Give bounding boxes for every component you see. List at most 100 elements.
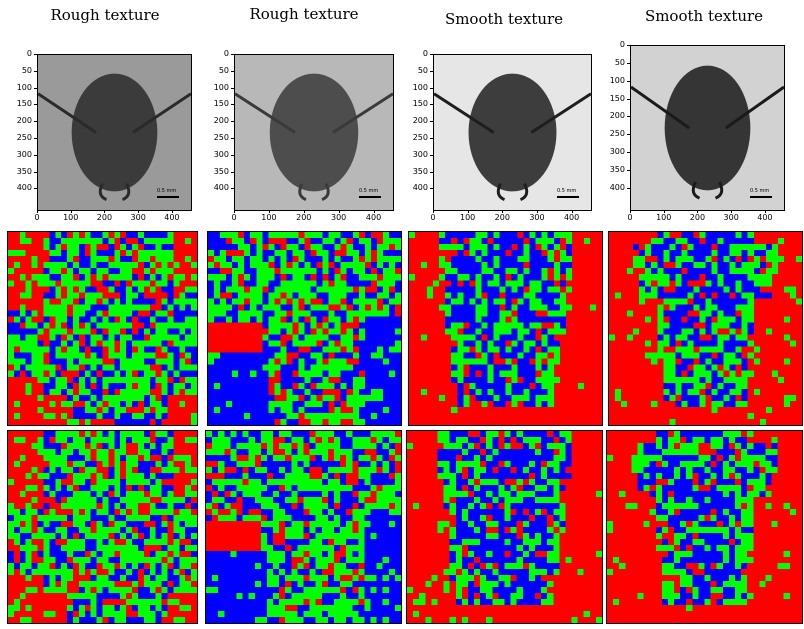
texture-cell [84,449,92,456]
texture-cell [595,340,602,348]
texture-cell [132,515,139,522]
texture-cell [191,412,197,420]
texture-cell [108,364,115,372]
texture-cell [55,509,62,516]
texture-cell [126,394,133,402]
texture-cell [185,370,192,378]
texture-cell [49,497,56,504]
texture-cell [268,388,275,396]
texture-cell [481,400,489,408]
texture-cell [741,388,749,396]
texture-cell [334,376,342,384]
texture-cell [25,286,33,293]
texture-cell [208,238,215,245]
texture-cell [328,382,336,390]
texture-cell [621,250,628,257]
texture-cell [535,274,543,281]
texture-cell [451,274,458,281]
texture-cell [167,515,174,522]
texture-cell [376,238,384,245]
texture-cell [161,292,169,299]
texture-cell [427,382,434,390]
texture-cell [475,346,482,354]
texture-cell [55,394,62,402]
texture-cell [132,346,139,354]
texture-cell [409,310,416,318]
texture-cell [90,298,98,305]
texture-cell [535,310,543,318]
texture-cell [61,406,68,414]
texture-cell [723,280,731,287]
y-tick-mark [231,54,234,55]
texture-cell [723,394,731,402]
texture-cell [179,437,186,444]
texture-cell [553,382,561,390]
texture-cell [541,346,549,354]
texture-cell [723,274,731,281]
texture-cell [535,406,543,414]
texture-cell [61,515,68,522]
texture-cell [376,310,384,318]
texture-cell [61,461,68,468]
texture-cell [155,268,163,275]
texture-cell [72,388,80,396]
texture-cell [161,545,169,552]
texture-cell [143,563,151,570]
texture-cell [8,418,15,425]
texture-cell [565,292,573,299]
texture-cell [547,274,555,281]
texture-cell [547,286,555,293]
texture-cell [388,418,396,425]
texture-cell [226,250,233,257]
texture-cell [595,292,602,299]
texture-cell [421,274,428,281]
texture-cell [693,388,701,396]
texture-cell [699,232,707,239]
texture-cell [185,388,192,396]
texture-cell [61,497,68,504]
texture-cell [388,382,396,390]
texture-cell [316,364,324,372]
texture-cell [370,340,378,348]
texture-cell [25,340,33,348]
texture-cell [25,238,33,245]
texture-cell [96,563,104,570]
texture-cell [457,268,464,275]
texture-cell [346,412,354,420]
texture-cell [132,418,139,425]
texture-cell [376,286,384,293]
texture-cell [415,244,422,251]
texture-cell [31,370,39,378]
texture-cell [687,244,695,251]
texture-cell [517,232,525,239]
texture-cell [753,238,761,245]
texture-cell [651,238,658,245]
texture-cell [31,262,39,269]
x-tick-mark [104,210,106,213]
texture-cell [167,376,174,384]
texture-cell [705,418,713,425]
texture-cell [191,352,197,360]
texture-cell [669,370,676,378]
texture-cell [108,310,115,318]
texture-cell [173,250,180,257]
texture-cell [61,328,68,336]
texture-cell [244,358,251,366]
texture-cell [663,394,670,402]
texture-cell [67,449,74,456]
texture-cell [394,244,401,251]
texture-cell [19,497,27,504]
texture-cell [334,346,342,354]
texture-cell [137,533,145,540]
texture-cell [322,334,330,342]
texture-cell [741,316,749,324]
texture-cell [789,370,797,378]
texture-cell [238,376,245,384]
texture-cell [687,250,695,257]
texture-cell [43,563,50,570]
texture-cell [370,256,378,263]
texture-cell [511,394,519,402]
texture-cell [232,322,239,330]
texture-cell [149,503,157,510]
texture-cell [559,340,567,348]
